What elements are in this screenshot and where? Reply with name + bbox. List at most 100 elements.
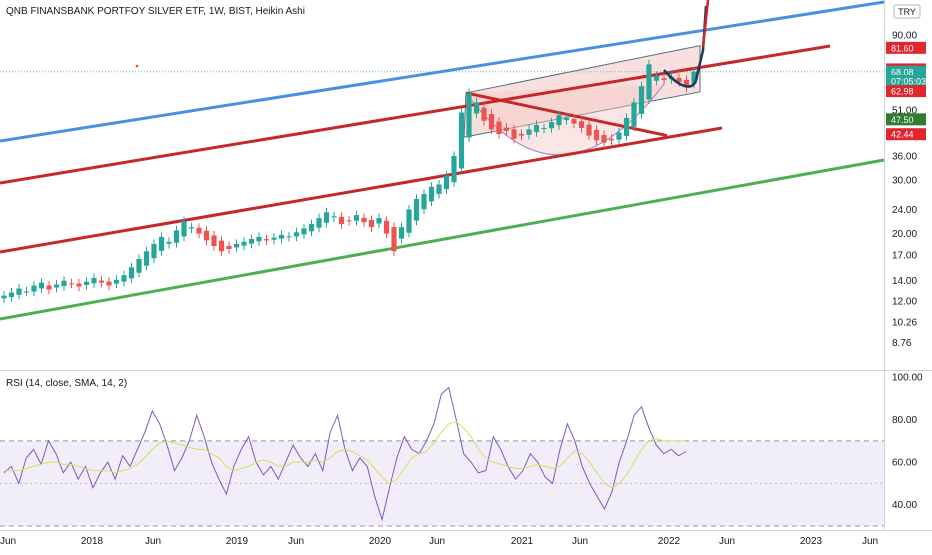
price-tag: 62.98 bbox=[886, 85, 926, 98]
candle-body bbox=[481, 107, 487, 121]
candle-body bbox=[38, 282, 45, 289]
candle-body bbox=[263, 239, 270, 241]
candle-body bbox=[413, 198, 420, 221]
rsi-tick-label: 80.00 bbox=[892, 415, 917, 426]
time-tick-label: 2019 bbox=[226, 536, 249, 547]
candle-body bbox=[533, 125, 540, 133]
candle-body bbox=[518, 133, 525, 136]
price-tick-label: 17.00 bbox=[892, 251, 917, 262]
candle-body bbox=[398, 227, 405, 239]
candle-body bbox=[556, 115, 562, 126]
price-tag-label: 47.50 bbox=[891, 115, 914, 125]
candle-body bbox=[308, 224, 315, 232]
candle-body bbox=[353, 215, 360, 221]
time-tick-label: 2021 bbox=[511, 536, 534, 547]
candle-body bbox=[466, 92, 472, 138]
candle-body bbox=[233, 243, 240, 248]
candle-body bbox=[391, 227, 397, 252]
time-tick-label: Jun bbox=[862, 536, 878, 547]
price-tag-label: 81.60 bbox=[891, 43, 914, 53]
channel-lower-line bbox=[0, 126, 723, 254]
price-tag-label: 42.44 bbox=[891, 130, 914, 140]
candle-body bbox=[271, 237, 277, 240]
candle-body bbox=[316, 218, 322, 228]
price-tick-label: 51.00 bbox=[892, 105, 917, 116]
candle-body bbox=[428, 186, 435, 202]
time-tick-label: 2020 bbox=[369, 536, 392, 547]
candle-body bbox=[293, 232, 300, 237]
price-tag-label: 62.98 bbox=[891, 87, 914, 97]
price-tag: 47.50 bbox=[886, 113, 926, 126]
candle-body bbox=[173, 230, 180, 243]
price-tick-label: 10.26 bbox=[892, 317, 917, 328]
candle-body bbox=[616, 132, 622, 140]
candle-body bbox=[323, 212, 330, 223]
price-tag-bg bbox=[886, 74, 926, 87]
candle-body bbox=[113, 279, 120, 284]
candle-body bbox=[443, 175, 450, 190]
time-tick-label: Jun bbox=[288, 536, 304, 547]
price-tag-bg bbox=[886, 113, 926, 126]
candle-body bbox=[188, 227, 195, 229]
time-tick-label: 2023 bbox=[800, 536, 823, 547]
candle-body bbox=[211, 235, 217, 247]
candle-body bbox=[458, 112, 465, 169]
price-tag: 81.60 bbox=[886, 41, 926, 54]
candle-body bbox=[218, 240, 225, 252]
candle-body bbox=[151, 243, 157, 259]
candle-body bbox=[76, 283, 82, 287]
candle-body bbox=[361, 217, 367, 223]
time-tick-label: Jun bbox=[0, 536, 16, 547]
candle-body bbox=[106, 281, 112, 286]
rsi-pane[interactable] bbox=[0, 371, 884, 530]
price-tick-label: 8.76 bbox=[892, 338, 912, 349]
candle-body bbox=[241, 241, 247, 246]
drawings-over bbox=[663, 0, 710, 88]
candle-body bbox=[638, 86, 645, 114]
candle-body bbox=[286, 236, 292, 238]
time-tick-label: Jun bbox=[572, 536, 588, 547]
projection-up-line bbox=[701, 0, 710, 48]
rsi-tick-label: 100.00 bbox=[892, 373, 923, 384]
candle-body bbox=[196, 227, 202, 234]
candle-body bbox=[376, 218, 382, 224]
currency-badge[interactable]: TRY bbox=[893, 4, 921, 19]
time-tick-label: Jun bbox=[719, 536, 735, 547]
candle-body bbox=[16, 288, 22, 295]
time-tick-label: Jun bbox=[145, 536, 161, 547]
price-tag: 42.44 bbox=[886, 128, 926, 141]
candle-body bbox=[128, 267, 135, 279]
candle-body bbox=[346, 220, 352, 222]
candle-body bbox=[691, 71, 697, 84]
price-tick-label: 20.00 bbox=[892, 229, 917, 240]
candle-body bbox=[203, 230, 210, 241]
time-tick-label: 2022 bbox=[658, 536, 681, 547]
candle-body bbox=[98, 280, 105, 283]
candle-body bbox=[61, 280, 67, 287]
candle-body bbox=[436, 184, 442, 194]
projection-curve bbox=[663, 5, 708, 88]
candle-body bbox=[496, 121, 502, 135]
rsi-tick-label: 60.00 bbox=[892, 458, 917, 469]
candle-body bbox=[683, 79, 690, 88]
candle-body bbox=[68, 283, 75, 285]
candle-body bbox=[166, 241, 172, 244]
candle-body bbox=[563, 117, 570, 121]
candle-body bbox=[608, 138, 615, 141]
channel-mid-line bbox=[0, 44, 831, 185]
candle-body bbox=[338, 216, 345, 225]
candle-body bbox=[653, 75, 660, 81]
candle-body bbox=[511, 129, 517, 139]
candle-body bbox=[278, 234, 285, 239]
candle-body bbox=[226, 245, 232, 249]
candle-body bbox=[451, 155, 457, 183]
candle-body bbox=[488, 114, 495, 130]
candle-body bbox=[136, 259, 142, 273]
price-tag: 07:05:03 bbox=[886, 74, 926, 87]
rsi-tick-label: 40.00 bbox=[892, 500, 917, 511]
price-axis-ticks: 8.76 10.26 12.00 14.00 17.00 20.00 24.00 30.00 3… bbox=[892, 30, 917, 349]
rsi-ma-line bbox=[4, 421, 686, 489]
time-axis-ticks: Jun 2018 Jun 2019 Jun 2020 Jun 2021 Jun 2022 Jun 20… bbox=[0, 536, 878, 547]
